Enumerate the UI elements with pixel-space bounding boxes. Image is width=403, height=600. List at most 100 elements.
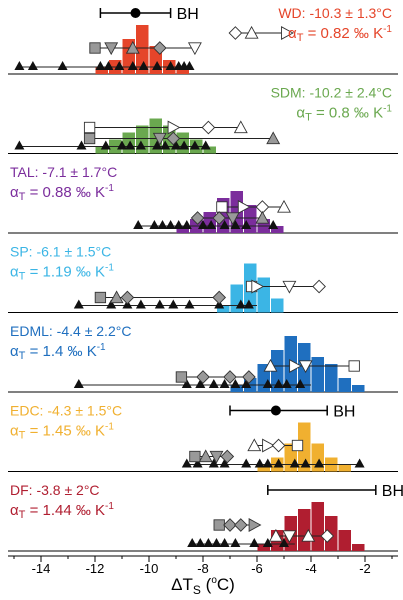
- tri-right-marker: [289, 359, 302, 373]
- black-triangle-marker: [133, 220, 144, 229]
- square-marker: [94, 291, 107, 304]
- black-triangle-marker: [117, 140, 127, 150]
- diamond-marker: [271, 438, 286, 453]
- black-triangle-marker: [168, 299, 179, 309]
- histogram-bar: [311, 357, 324, 392]
- tri-up-marker: [301, 528, 316, 542]
- x-tick-label: -2: [359, 561, 371, 576]
- bh-label: BH: [177, 6, 199, 23]
- tri-up-marker: [125, 40, 140, 54]
- tri-up-marker: [109, 290, 124, 304]
- diamond-marker: [212, 290, 227, 305]
- tri-up-marker: [198, 449, 213, 463]
- site-title: SDM: -10.2 ± 2.4°C: [271, 85, 392, 101]
- black-triangle-marker: [295, 379, 306, 388]
- alpha-label: αT = 1.4 ‰ K-1: [10, 342, 106, 362]
- black-triangle-marker: [173, 220, 184, 229]
- tri-right-marker: [237, 200, 251, 214]
- black-triangle-marker: [154, 299, 165, 309]
- alpha-label: αT = 1.44 ‰ K-1: [10, 501, 114, 521]
- diamond-marker: [190, 211, 205, 225]
- histogram-bar: [271, 350, 284, 392]
- black-triangle-marker: [219, 538, 230, 547]
- black-triangle-marker: [103, 61, 114, 70]
- x-tick-label: -4: [305, 561, 317, 576]
- black-triangle-marker: [241, 220, 252, 229]
- black-triangle-marker: [165, 220, 176, 229]
- black-triangle-marker: [192, 458, 203, 468]
- black-triangle-marker: [268, 220, 279, 229]
- panel-sdm: SDM: -10.2 ± 2.4°C αT = 0.8 ‰ K-1: [8, 85, 398, 154]
- histogram-bar: [176, 67, 189, 74]
- bh-center-dot: [130, 8, 141, 18]
- black-triangle-marker: [187, 538, 198, 547]
- histogram-bar: [257, 544, 270, 551]
- black-triangle-marker: [241, 379, 252, 388]
- tri-right-marker: [262, 438, 275, 453]
- tri-down-marker: [282, 530, 297, 544]
- black-triangle-marker: [230, 379, 241, 388]
- tri-right-marker: [281, 26, 294, 40]
- black-triangle-marker: [100, 140, 111, 150]
- black-triangle-marker: [114, 61, 125, 70]
- tri-right-marker: [248, 518, 262, 532]
- x-axis-label: ΔTS (oC): [171, 575, 235, 597]
- histogram-bar: [136, 25, 149, 74]
- x-tick-label: -8: [197, 561, 209, 576]
- black-triangle-marker: [165, 61, 176, 70]
- black-triangle-marker: [152, 140, 163, 150]
- panel-edml: EDML: -4.4 ± 2.2°C αT = 1.4 ‰ K-1: [8, 323, 398, 393]
- black-triangle-marker: [73, 299, 84, 309]
- black-triangle-marker: [27, 61, 38, 70]
- black-triangle-marker: [95, 61, 106, 70]
- histogram-bar: [230, 385, 243, 392]
- black-triangle-marker: [262, 538, 273, 547]
- site-title: SP: -6.1 ± 1.5°C: [10, 244, 111, 260]
- black-triangle-marker: [262, 458, 273, 468]
- diamond-marker: [320, 529, 335, 543]
- tri-up-marker: [247, 438, 262, 452]
- tri-up-marker: [244, 25, 259, 39]
- black-triangle-marker: [279, 538, 289, 547]
- alpha-label: αT = 1.45 ‰ K-1: [10, 422, 114, 442]
- black-triangle-marker: [211, 538, 222, 547]
- black-triangle-marker: [198, 220, 208, 229]
- black-triangle-marker: [181, 379, 192, 388]
- black-triangle-marker: [138, 61, 149, 70]
- black-triangle-marker: [314, 458, 325, 468]
- alpha-label: αT = 0.88 ‰ K-1: [10, 183, 114, 203]
- black-triangle-marker: [230, 220, 241, 229]
- histogram-bar: [176, 226, 189, 233]
- black-triangle-marker: [243, 299, 254, 309]
- black-triangle-marker: [273, 379, 284, 388]
- diamond-marker: [152, 41, 167, 55]
- black-triangle-marker: [73, 379, 84, 388]
- black-triangle-marker: [127, 61, 138, 70]
- histogram-bar: [95, 67, 108, 74]
- diamond-marker: [220, 449, 235, 464]
- histogram-bar: [311, 502, 324, 551]
- black-triangle-marker: [208, 379, 219, 388]
- black-triangle-marker: [106, 299, 117, 309]
- black-triangle-marker: [203, 538, 214, 547]
- square-marker: [89, 42, 101, 54]
- diamond-marker: [242, 370, 256, 384]
- alpha-label: αT = 1.19 ‰ K-1: [10, 263, 114, 283]
- black-triangle-marker: [160, 140, 171, 150]
- black-triangle-marker: [195, 379, 206, 388]
- black-triangle-marker: [289, 458, 300, 468]
- diamond-marker: [196, 370, 210, 384]
- panel-sp: SP: -6.1 ± 1.5°C αT = 1.19 ‰ K-1: [8, 244, 398, 313]
- histogram-bar: [217, 305, 230, 313]
- tri-up-marker: [263, 358, 278, 372]
- tri-right-marker: [251, 279, 265, 294]
- tri-up-marker: [277, 199, 291, 213]
- tri-up-marker: [255, 210, 270, 224]
- square-marker: [348, 360, 360, 372]
- square-marker: [189, 450, 201, 463]
- black-triangle-marker: [281, 379, 292, 388]
- black-triangle-marker: [181, 458, 192, 468]
- black-triangle-marker: [184, 61, 195, 70]
- square-marker: [175, 371, 188, 383]
